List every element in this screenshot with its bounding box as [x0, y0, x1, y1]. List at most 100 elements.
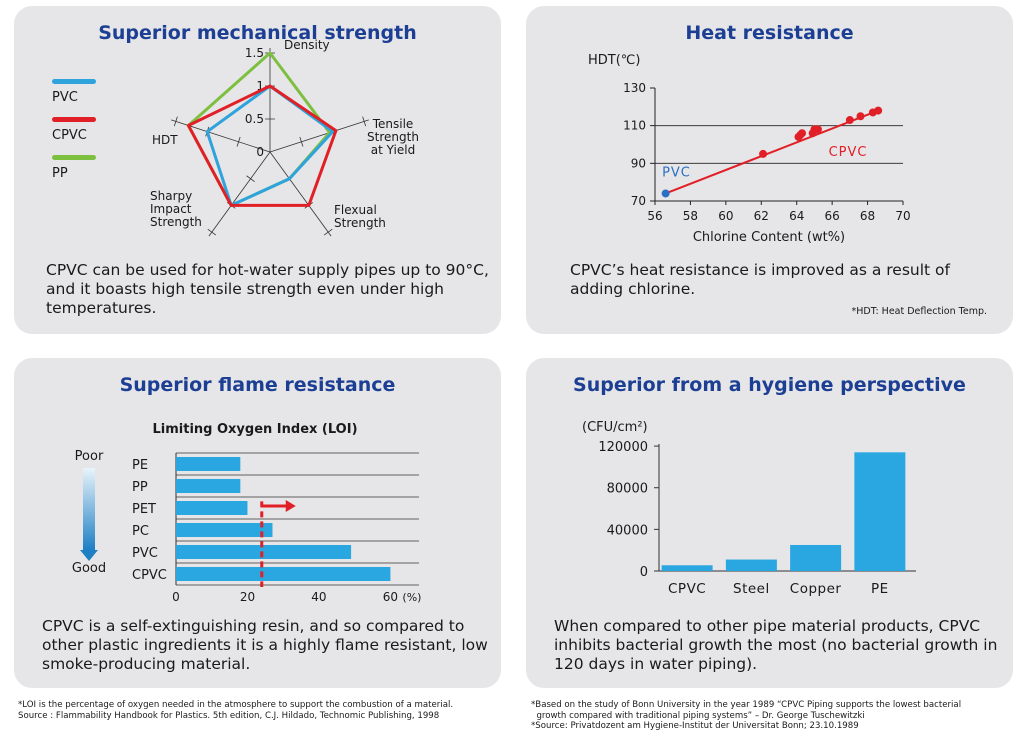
radar-axis-label: Flexual	[334, 203, 377, 217]
loi-x-tick-label: 40	[311, 590, 326, 604]
radar-axis-label: Strength	[334, 216, 386, 230]
legend-label-pvc: PVC	[52, 90, 78, 105]
radar-axis-tick	[323, 228, 333, 236]
heat-point-cpvc	[813, 125, 822, 134]
loi-x-tick-label: 20	[240, 590, 255, 604]
loi-title: Limiting Oxygen Index (LOI)	[152, 422, 357, 437]
heat-x-tick-label: 68	[860, 209, 875, 223]
loi-x-tick-label: 60	[383, 590, 398, 604]
heat-point-cpvc	[798, 129, 807, 138]
radar-axis-tick	[173, 116, 178, 127]
heat-resistance-description: CPVC’s heat resistance is improved as a …	[570, 261, 950, 298]
footnote-left: *LOI is the percentage of oxygen needed …	[18, 700, 453, 721]
radar-tick-label: 0	[256, 145, 264, 159]
loi-bar-chart: Limiting Oxygen Index (LOI) Poor Good PE PP P…	[72, 422, 422, 604]
loi-x-unit: (%)	[402, 591, 421, 604]
radar-tick-label: 1	[256, 79, 264, 93]
radar-axis-label: at Yield	[371, 143, 415, 157]
loi-category-label: PVC	[132, 546, 158, 561]
flame-resistance-panel: Superior flame resistance Limiting Oxyge…	[14, 358, 501, 688]
loi-category-label: PET	[132, 502, 156, 517]
heat-y-tick-label: 110	[623, 119, 646, 133]
radar-series-cpvc	[186, 84, 338, 207]
radar-axis-tick	[299, 136, 304, 147]
heat-resistance-title: Heat resistance	[685, 22, 854, 44]
hygiene-title: Superior from a hygiene perspective	[573, 374, 966, 396]
cfu-bar-chart: (CFU/cm²) 0 40000 80000 120000 CPVC Steel Coppe…	[582, 420, 916, 597]
radar-series-pvc	[205, 84, 335, 207]
heat-xlabel: Chlorine Content (wt%)	[693, 230, 845, 245]
loi-bar-pvc	[176, 545, 352, 559]
hygiene-description: When compared to other pipe material pro…	[554, 617, 998, 673]
loi-scale-bottom-label: Good	[72, 561, 106, 576]
radar-axis-line	[208, 151, 271, 237]
legend-label-cpvc: CPVC	[52, 128, 87, 143]
heat-series-label-cpvc: CPVC	[829, 145, 868, 160]
legend-swatch-pp	[52, 155, 96, 160]
heat-x-tick-label: 70	[895, 209, 910, 223]
cfu-category-label: PE	[871, 581, 889, 597]
cfu-bar-pe	[854, 452, 906, 571]
mechanical-strength-title: Superior mechanical strength	[98, 22, 417, 44]
heat-trend-line	[665, 109, 879, 195]
radar-axis-label: Tensile	[372, 117, 414, 131]
cfu-y-tick-label: 80000	[607, 482, 648, 497]
cfu-bar-copper	[790, 544, 842, 571]
radar-axis-tick	[236, 136, 241, 147]
loi-bar-pc	[176, 523, 273, 537]
radar-axis-label: Strength	[150, 215, 202, 229]
hygiene-panel: Superior from a hygiene perspective (CFU…	[526, 358, 1013, 688]
heat-point-cpvc	[759, 149, 768, 158]
loi-bar-cpvc	[176, 567, 391, 581]
loi-category-label: CPVC	[132, 568, 167, 583]
heat-x-tick-label: 58	[683, 209, 698, 223]
radar-axis-label: Sharpy	[150, 189, 192, 203]
radar-axis-label: HDT	[152, 133, 178, 147]
radar-axis-line	[269, 151, 332, 237]
footnote-left-line: *LOI is the percentage of oxygen needed …	[18, 700, 454, 710]
loi-bar-pet	[176, 501, 248, 515]
heat-resistance-panel: Heat resistance HDT(℃) 70 90 110 130 56 58 60 62…	[526, 6, 1013, 334]
radar-axis-label: Impact	[150, 202, 192, 216]
loi-bar-pp	[176, 479, 241, 493]
loi-category-label: PC	[132, 524, 149, 539]
cfu-y-tick-label: 120000	[598, 440, 648, 455]
heat-ylabel: HDT(℃)	[588, 53, 640, 68]
heat-point-cpvc	[874, 106, 883, 115]
radar-tick-label: 0.5	[245, 112, 264, 126]
loi-bar-pe	[176, 457, 241, 471]
heat-y-tick-label: 90	[631, 156, 646, 170]
flame-resistance-description: CPVC is a self-extinguishing resin, and …	[42, 617, 488, 673]
heat-x-tick-label: 64	[789, 209, 804, 223]
heat-series-label-pvc: PVC	[662, 166, 691, 181]
radar-axis-label: Strength	[367, 130, 419, 144]
legend-label-pp: PP	[52, 166, 68, 181]
cfu-category-label: Copper	[790, 581, 842, 597]
radar-axis-line	[269, 119, 369, 153]
loi-threshold-arrow-head	[285, 500, 296, 512]
loi-x-tick-label: 0	[172, 590, 180, 604]
heat-y-tick-label: 130	[623, 81, 646, 95]
heat-point-cpvc	[856, 112, 865, 121]
mechanical-strength-panel: Superior mechanical strength 0 0.5 1 1.5 Den…	[14, 6, 501, 334]
loi-category-label: PE	[132, 458, 148, 473]
footnote-left-line: Source : Flammability Handbook for Plast…	[18, 710, 440, 721]
cfu-category-label: Steel	[733, 581, 770, 597]
legend-swatch-cpvc	[52, 117, 96, 122]
heat-point-cpvc	[845, 116, 854, 125]
footnote-right-line: growth compared with traditional piping …	[531, 710, 865, 721]
heat-point-pvc	[661, 189, 670, 198]
loi-category-label: PP	[132, 480, 148, 495]
heat-x-tick-label: 56	[647, 209, 662, 223]
loi-scale-bar	[83, 468, 95, 550]
radar-tick-label: 1.5	[245, 46, 264, 60]
heat-y-tick-label: 70	[631, 194, 646, 208]
radar-axis-tick	[207, 228, 217, 236]
radar-axis-label: Density	[284, 38, 330, 52]
loi-scale-arrow	[80, 550, 98, 561]
loi-scale-top-label: Poor	[75, 449, 104, 464]
cfu-ylabel: (CFU/cm²)	[582, 420, 648, 435]
hdt-note: *HDT: Heat Deflection Temp.	[851, 306, 987, 317]
cfu-bar-cpvc	[661, 565, 713, 571]
